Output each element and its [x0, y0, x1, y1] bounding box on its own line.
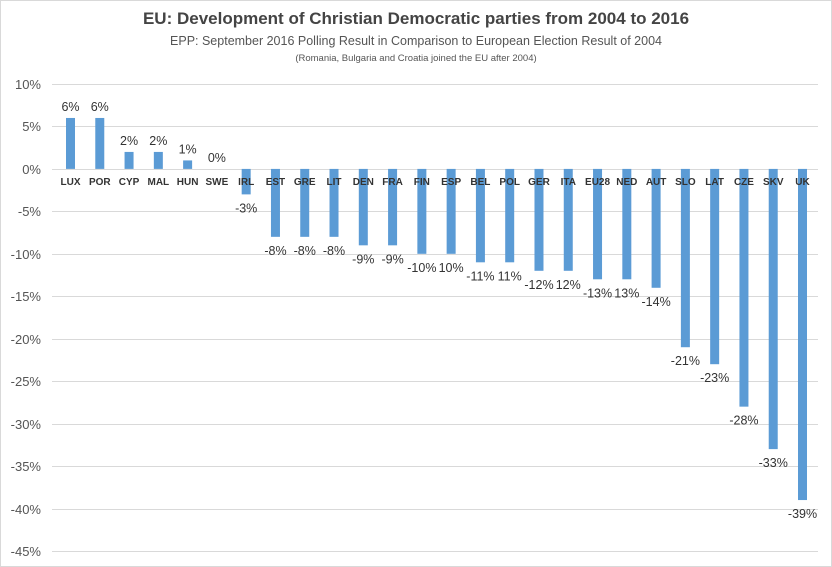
chart-title: EU: Development of Christian Democratic … [142, 9, 690, 28]
category-label: ESP [441, 177, 461, 188]
category-label: BEL [470, 177, 490, 188]
bar [622, 168, 632, 280]
category-label: UK [795, 177, 810, 188]
data-label: -33% [759, 456, 788, 470]
category-label: IRL [238, 177, 254, 188]
chart-note: (Romania, Bulgaria and Croatia joined th… [295, 53, 537, 64]
bar [329, 168, 339, 237]
data-label: -9% [352, 252, 374, 266]
bar [183, 160, 193, 169]
bar [124, 151, 134, 169]
category-label: POR [89, 177, 111, 188]
category-label: CZE [734, 177, 754, 188]
data-label: -13% [583, 286, 612, 300]
data-label: -39% [788, 507, 817, 521]
category-label: AUT [646, 177, 667, 188]
data-label: 11% [498, 269, 522, 283]
y-tick-label: 10% [15, 77, 41, 92]
y-tick-label: -5% [18, 204, 42, 219]
bars [66, 117, 807, 501]
y-tick-label: -40% [11, 502, 42, 517]
bar [593, 168, 603, 280]
y-tick-label: -45% [11, 544, 42, 559]
bar [505, 168, 515, 263]
data-label: -28% [729, 414, 758, 428]
data-label: -11% [466, 269, 494, 283]
bar [739, 168, 749, 407]
data-label: 1% [179, 142, 197, 156]
category-label: EST [266, 177, 285, 188]
category-label: ITA [561, 177, 576, 188]
bar [475, 168, 485, 263]
category-label: GRE [294, 177, 316, 188]
bar [270, 168, 280, 237]
bar [66, 117, 75, 169]
category-label: DEN [353, 177, 374, 188]
data-label: 0% [208, 151, 226, 165]
bar [563, 168, 573, 271]
category-label: LAT [705, 177, 724, 188]
y-tick-label: -10% [11, 247, 42, 262]
data-label: 2% [120, 134, 138, 148]
category-label: FRA [382, 177, 403, 188]
bar [446, 168, 456, 254]
y-tick-label: -30% [11, 417, 42, 432]
data-label: -9% [381, 252, 403, 266]
y-tick-label: -15% [11, 289, 42, 304]
bar [768, 168, 778, 450]
category-label: EU28 [585, 177, 610, 188]
category-label: SWE [206, 177, 229, 188]
data-label: 6% [91, 100, 109, 114]
data-label: 2% [149, 134, 167, 148]
data-label: -12% [524, 278, 553, 292]
bar [798, 168, 807, 501]
data-label: -14% [642, 295, 671, 309]
category-label: LUX [61, 177, 81, 188]
category-label: SLO [675, 177, 696, 188]
y-tick-label: -25% [11, 374, 42, 389]
y-tick-label: -35% [11, 459, 42, 474]
category-label: LIT [327, 177, 342, 188]
chart-subtitle: EPP: September 2016 Polling Result in Co… [170, 34, 662, 48]
category-label: SKV [763, 177, 784, 188]
bar [95, 117, 105, 169]
y-tick-label: -20% [11, 332, 42, 347]
data-label: -8% [264, 244, 286, 258]
bar [651, 168, 661, 288]
bar [388, 168, 398, 246]
category-label: NED [616, 177, 637, 188]
bar [680, 168, 690, 348]
bar [417, 168, 427, 254]
category-label: MAL [148, 177, 170, 188]
bar [534, 168, 544, 271]
y-tick-label: 5% [22, 119, 41, 134]
data-label: 10% [439, 261, 464, 275]
category-label: HUN [177, 177, 199, 188]
data-label: -8% [294, 244, 316, 258]
y-axis: 10% 5% 0% -5% -10% -15% -20% -25% -30% -35% -40% -4… [11, 77, 42, 559]
data-label: -8% [323, 244, 345, 258]
data-label: -10% [407, 261, 436, 275]
category-label: POL [499, 177, 520, 188]
bar [710, 168, 720, 365]
category-label: GER [528, 177, 550, 188]
bar [153, 151, 163, 169]
data-labels: 6% 6% 2% 2% 1% 0% -3% -8% -8% -8% -9% -9% -10% 10%-11… [61, 100, 817, 521]
data-label: 12% [556, 278, 581, 292]
category-label: CYP [119, 177, 140, 188]
category-label: FIN [414, 177, 430, 188]
bar [241, 168, 251, 195]
data-label: -23% [700, 371, 729, 385]
data-label: 13% [614, 286, 639, 300]
bar [300, 168, 310, 237]
data-label: 6% [61, 100, 79, 114]
data-label: -3% [235, 201, 257, 215]
gridlines [52, 84, 818, 552]
data-label: -21% [671, 354, 700, 368]
category-labels: LUX POR CYP MAL HUN SWE IRL EST GRE LIT DEN FRA FIN E… [61, 177, 811, 188]
bar [358, 168, 368, 246]
y-tick-label: 0% [22, 162, 41, 177]
